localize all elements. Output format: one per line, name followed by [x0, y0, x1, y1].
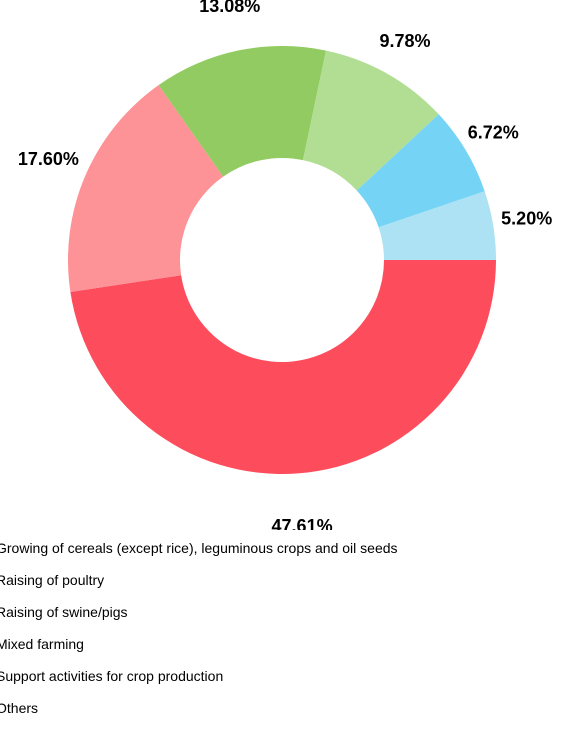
- legend-label: Raising of poultry: [0, 572, 105, 588]
- slice-value-label: 6.72%: [468, 123, 519, 143]
- legend-label: Others: [0, 700, 39, 716]
- donut-slices: [68, 46, 496, 474]
- legend-item: Raising of swine/pigs: [0, 602, 566, 634]
- slice-others: [378, 191, 496, 260]
- legend-label: Support activities for crop production: [0, 668, 224, 684]
- legend-label: Mixed farming: [0, 636, 84, 652]
- slice-value-label: 17.60%: [18, 149, 79, 169]
- slice-value-label: 47.61%: [272, 516, 333, 530]
- donut-chart: 47.61% 17.60% 13.08% 9.78% 6.72% 5.20%: [18, 0, 552, 530]
- slice-labels: 47.61% 17.60% 13.08% 9.78% 6.72% 5.20%: [18, 0, 552, 530]
- slice-mixed-farming: [302, 50, 439, 191]
- slice-support-activities-for-crop-production: [356, 114, 485, 228]
- slice-raising-of-poultry: [68, 85, 224, 292]
- chart-legend: Growing of cereals (except rice), legumi…: [0, 538, 566, 730]
- legend-item: Others: [0, 698, 566, 730]
- slice-value-label: 9.78%: [379, 31, 430, 51]
- legend-item: Mixed farming: [0, 634, 566, 666]
- slice-value-label: 13.08%: [199, 0, 260, 16]
- slice-raising-of-swine-pigs: [158, 46, 327, 177]
- slice-value-label: 5.20%: [501, 208, 552, 228]
- legend-label: Growing of cereals (except rice), legumi…: [0, 540, 398, 556]
- legend-item: Growing of cereals (except rice), legumi…: [0, 538, 566, 570]
- legend-item: Raising of poultry: [0, 570, 566, 602]
- slice-growing-of-cereals-except-rice-leguminous-crops-and-oil-seeds: [70, 260, 496, 474]
- legend-item: Support activities for crop production: [0, 666, 566, 698]
- legend-label: Raising of swine/pigs: [0, 604, 128, 620]
